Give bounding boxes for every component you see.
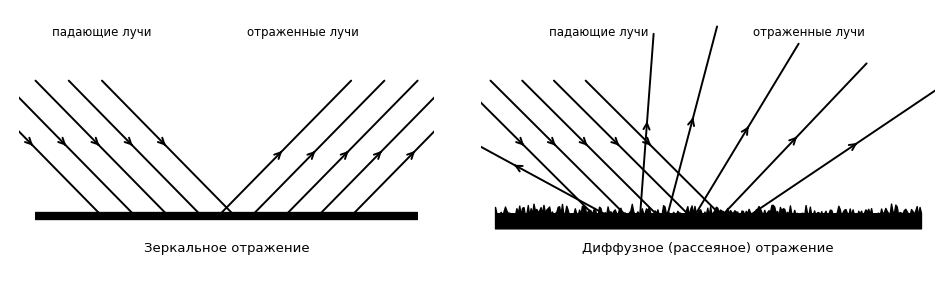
Text: падающие лучи: падающие лучи xyxy=(52,27,152,39)
Text: падающие лучи: падающие лучи xyxy=(549,27,649,39)
Text: отраженные лучи: отраженные лучи xyxy=(753,27,866,39)
Text: Диффузное (рассеяное) отражение: Диффузное (рассеяное) отражение xyxy=(582,243,834,256)
Text: отраженные лучи: отраженные лучи xyxy=(247,27,360,39)
Text: Зеркальное отражение: Зеркальное отражение xyxy=(143,243,310,256)
